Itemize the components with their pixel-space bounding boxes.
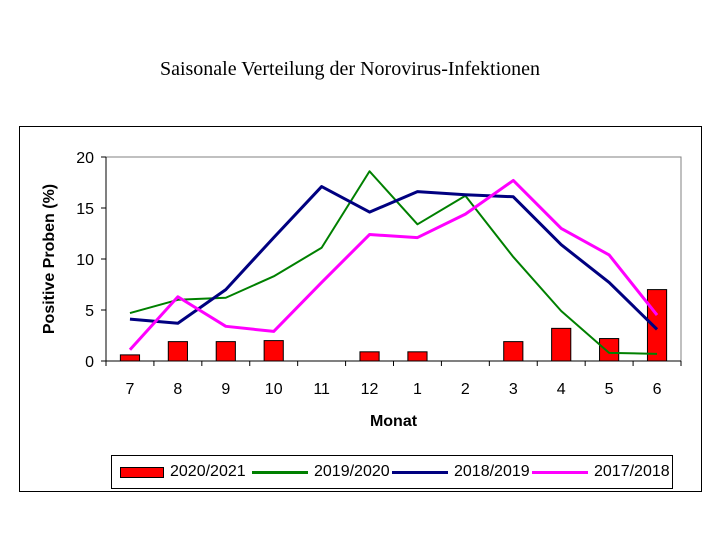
x-tick-label: 11 — [313, 381, 330, 398]
y-tick-label: 0 — [85, 354, 94, 371]
legend-item-2019-2020: 2019/2020 — [252, 456, 390, 488]
chart-frame — [19, 126, 702, 492]
legend-label: 2019/2020 — [314, 463, 390, 480]
x-tick-label: 5 — [605, 381, 614, 398]
series-line — [128, 178, 659, 351]
x-tick-label: 4 — [557, 381, 566, 398]
y-tick-label: 5 — [85, 303, 94, 320]
bar — [167, 341, 188, 362]
bar — [503, 341, 524, 362]
bar — [215, 341, 236, 362]
x-tick-label: 2 — [461, 381, 470, 398]
legend-item-2017-2018: 2017/2018 — [532, 456, 670, 488]
x-tick-label: 7 — [126, 381, 135, 398]
legend-item-2020-2021: 2020/2021 — [120, 456, 246, 488]
y-tick-label: 10 — [76, 252, 94, 269]
y-tick-label: 15 — [76, 201, 94, 218]
plot-area — [105, 156, 682, 362]
x-tick-label: 6 — [653, 381, 662, 398]
bar — [407, 351, 428, 362]
series-line — [129, 185, 659, 331]
bar — [646, 289, 668, 362]
y-axis-title: Positive Proben (%) — [41, 184, 58, 334]
x-tick-label: 8 — [173, 381, 182, 398]
bar — [551, 327, 572, 362]
x-tick-label: 1 — [413, 381, 422, 398]
x-tick-label: 9 — [221, 381, 230, 398]
x-tick-label: 3 — [509, 381, 518, 398]
x-tick-label: 12 — [361, 381, 379, 398]
legend-label: 2017/2018 — [594, 463, 670, 480]
legend-swatch-bar — [120, 466, 164, 478]
bar — [263, 340, 284, 362]
legend-item-2018-2019: 2018/2019 — [392, 456, 530, 488]
chart-title: Saisonale Verteilung der Norovirus-Infek… — [159, 58, 541, 80]
chart-legend: 2020/2021 2019/2020 2018/2019 2017/2018 — [111, 455, 673, 489]
legend-label: 2020/2021 — [170, 463, 246, 480]
x-axis-title: Monat — [370, 413, 418, 430]
legend-swatch-line — [252, 470, 308, 474]
bar — [119, 354, 141, 362]
legend-swatch-line — [392, 470, 448, 474]
x-tick-label: 10 — [265, 381, 283, 398]
legend-label: 2018/2019 — [454, 463, 530, 480]
series-line — [129, 170, 658, 355]
y-tick-label: 20 — [76, 150, 94, 167]
bar — [359, 351, 380, 362]
legend-swatch-line — [532, 470, 588, 474]
bar — [599, 338, 620, 362]
